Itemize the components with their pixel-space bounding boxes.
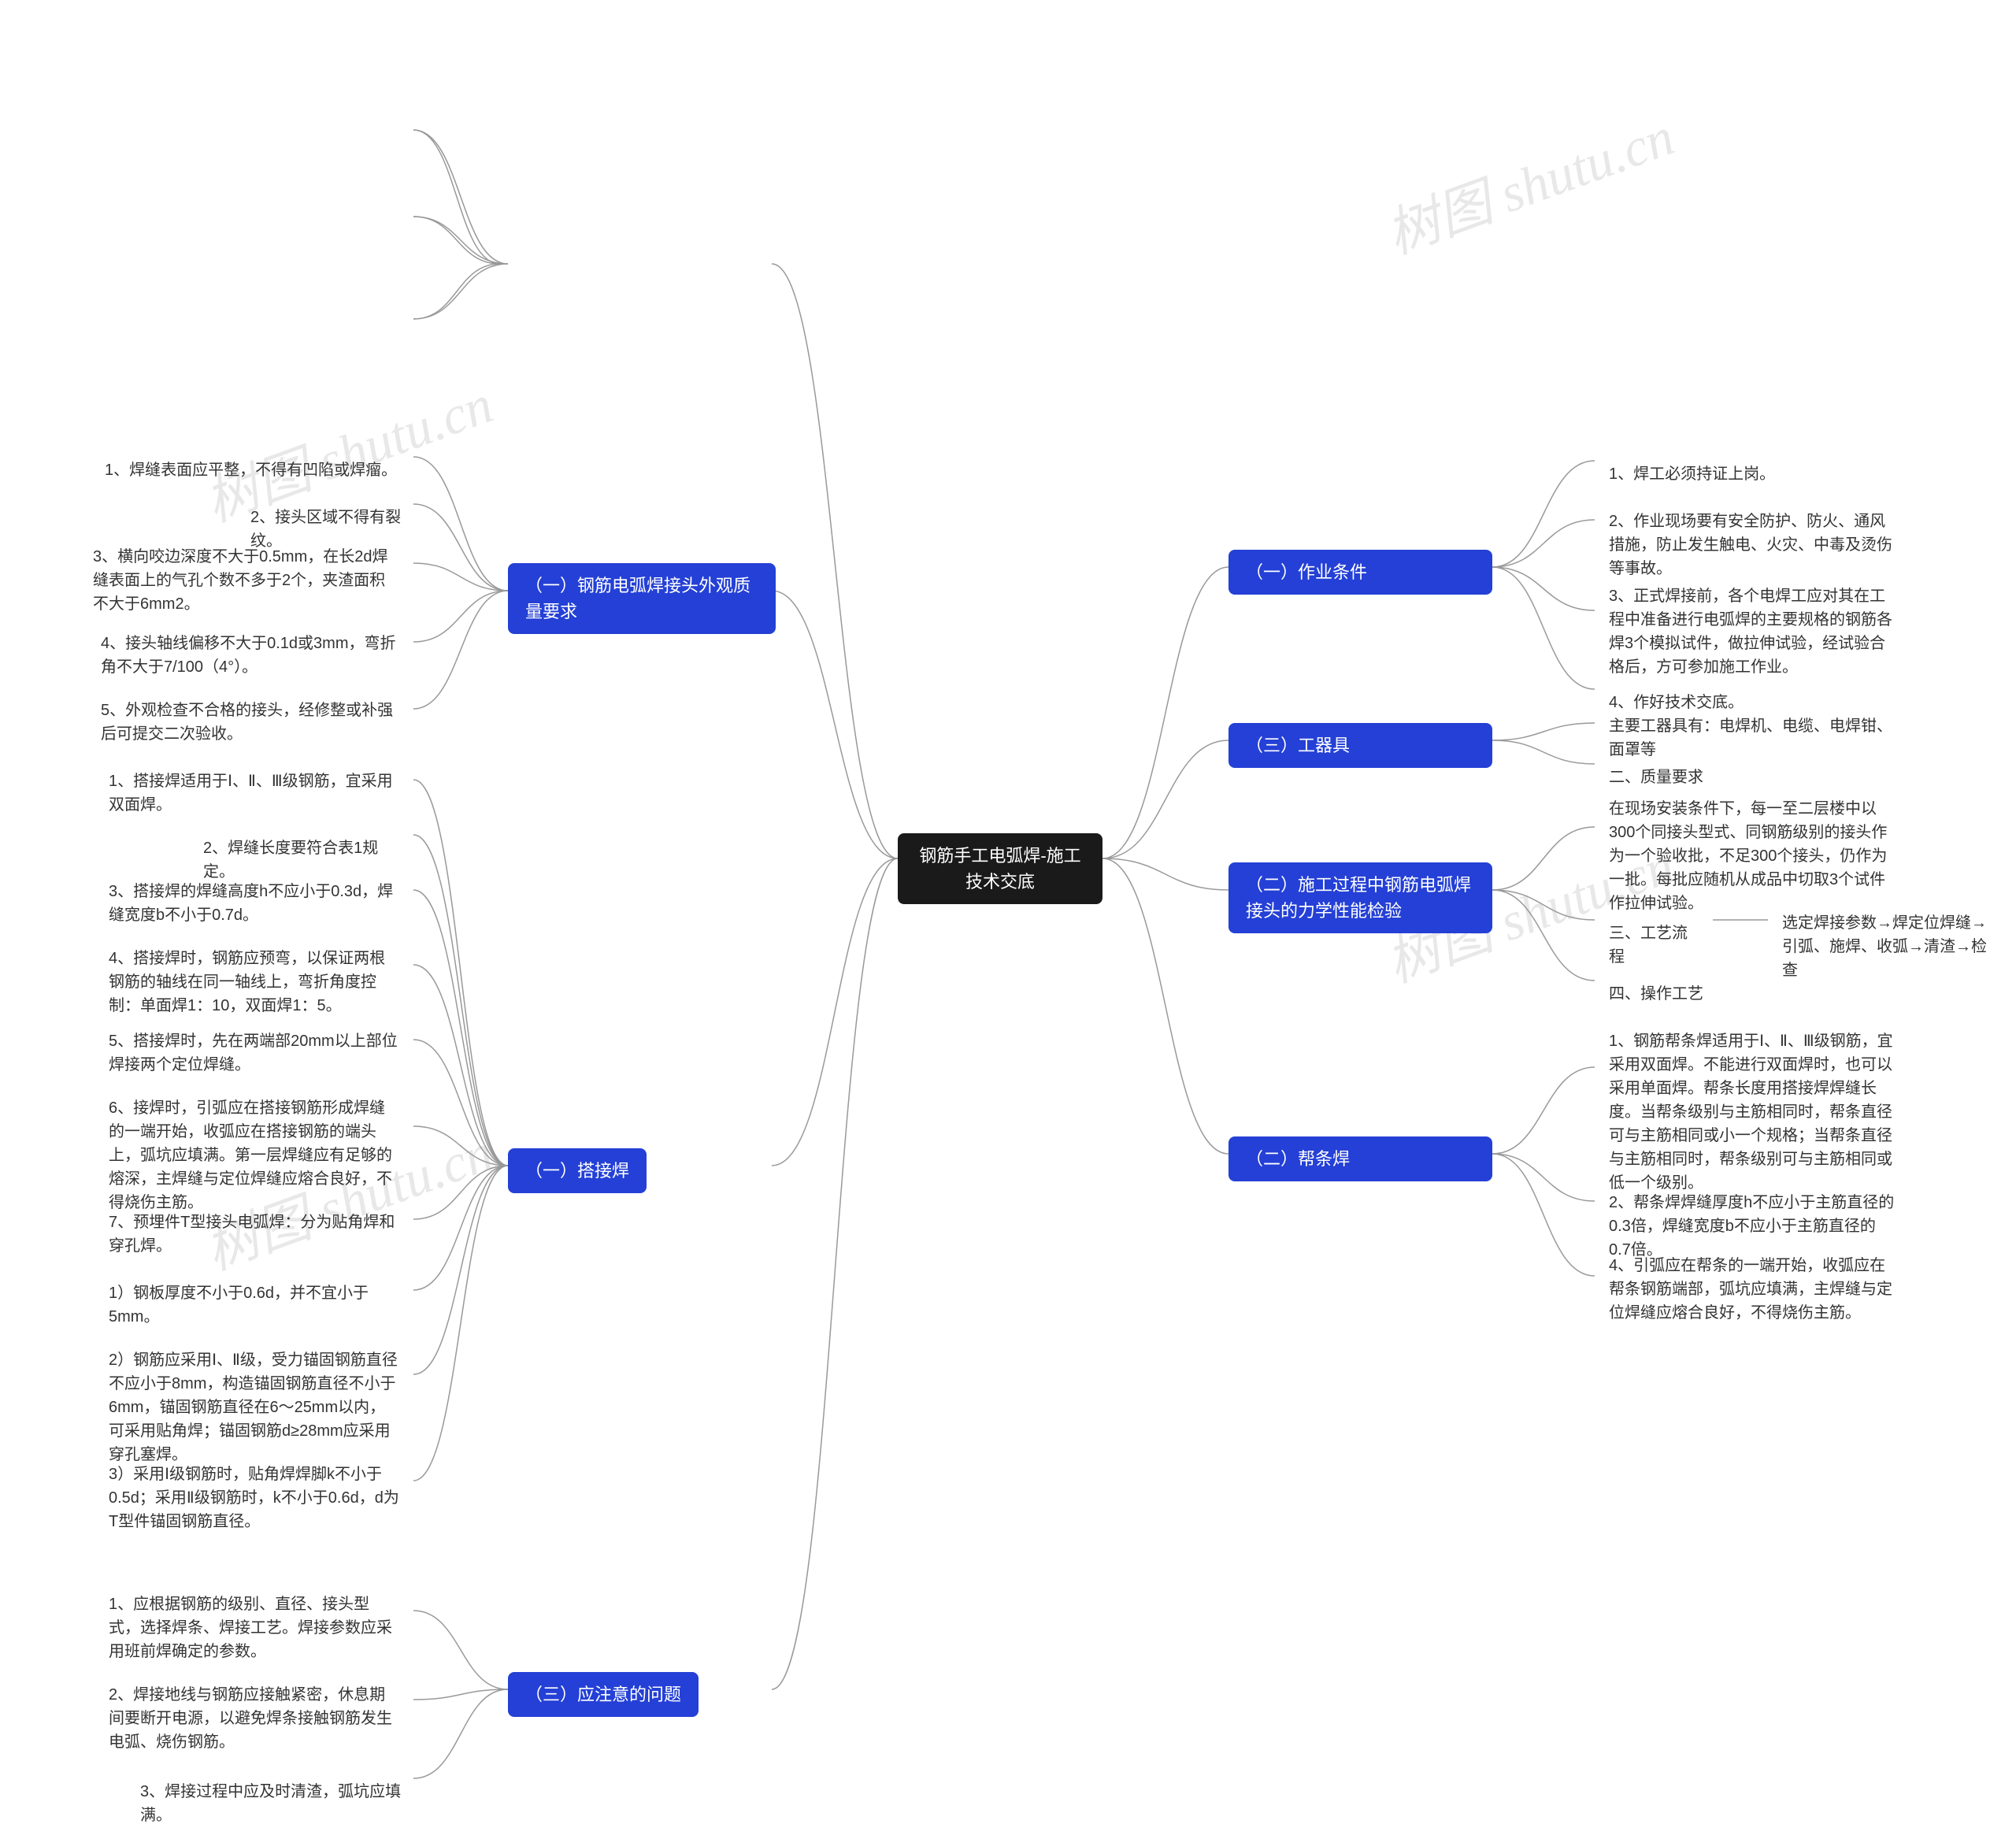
leaf: 5、外观检查不合格的接头，经修整或补强后可提交二次验收。 [87, 689, 413, 755]
leaf: 三、工艺流程 [1595, 912, 1705, 978]
leaf: 3）采用Ⅰ级钢筋时，贴角焊焊脚k不小于0.5d；采用Ⅱ级钢筋时，k不小于0.6d… [94, 1453, 413, 1543]
leaf: 1、应根据钢筋的级别、直径、接头型式，选择焊条、焊接工艺。焊接参数应采用班前焊确… [94, 1583, 413, 1673]
leaf: 1）钢板厚度不小于0.6d，并不宜小于5mm。 [94, 1272, 413, 1338]
root-node: 钢筋手工电弧焊-施工技术交底 [898, 833, 1102, 904]
leaf: 4、搭接焊时，钢筋应预弯，以保证两根钢筋的轴线在同一轴线上，弯折角度控制：单面焊… [94, 937, 413, 1027]
watermark: 树图 shutu.cn [1374, 93, 1683, 269]
leaf: 5、搭接焊时，先在两端部20mm以上部位焊接两个定位焊缝。 [94, 1020, 413, 1086]
branch-l4: （三）应注意的问题 [508, 1672, 699, 1717]
leaf: 4、引弧应在帮条的一端开始，收弧应在帮条钢筋端部，弧坑应填满，主焊缝与定位焊缝应… [1595, 1244, 1910, 1334]
leaf: 4、接头轴线偏移不大于0.1d或3mm，弯折角不大于7/100（4°）。 [87, 622, 413, 688]
leaf: 1、搭接焊适用于Ⅰ、Ⅱ、Ⅲ级钢筋，宜采用双面焊。 [94, 760, 413, 826]
leaf: 1、焊缝表面应平整，不得有凹陷或焊瘤。 [91, 449, 411, 491]
leaf: 3、横向咬边深度不大于0.5mm，在长2d焊缝表面上的气孔个数不多于2个，夹渣面… [79, 536, 413, 625]
leaf: 3、正式焊接前，各个电焊工应对其在工程中准备进行电弧焊的主要规格的钢筋各焊3个模… [1595, 575, 1910, 688]
leaf: 7、预埋件T型接头电弧焊：分为贴角焊和穿孔焊。 [94, 1201, 413, 1267]
branch-r1: （一）作业条件 [1228, 550, 1492, 595]
leaf: 1、钢筋帮条焊适用于Ⅰ、Ⅱ、Ⅲ级钢筋，宜采用双面焊。不能进行双面焊时，也可以采用… [1595, 1020, 1910, 1204]
leaf: 1、焊工必须持证上岗。 [1595, 453, 1789, 495]
branch-l3: （一）搭接焊 [508, 1148, 647, 1193]
branch-r3: （二）施工过程中钢筋电弧焊接头的力学性能检验 [1228, 862, 1492, 933]
leaf: 选定焊接参数→焊定位焊缝→引弧、施焊、收弧→清渣→检查 [1768, 902, 2004, 992]
branch-r4: （二）帮条焊 [1228, 1136, 1492, 1181]
leaf: 3、搭接焊的焊缝高度h不应小于0.3d，焊缝宽度b不小于0.7d。 [94, 870, 413, 936]
leaf: 2、焊接地线与钢筋应接触紧密，休息期间要断开电源，以避免焊条接触钢筋发生电弧、烧… [94, 1674, 413, 1763]
leaf: 四、操作工艺 [1595, 973, 1718, 1015]
leaf: 3、焊接过程中应及时清渣，弧坑应填满。 [126, 1770, 425, 1837]
branch-r2: （三）工器具 [1228, 723, 1492, 768]
branch-l2: （一）钢筋电弧焊接头外观质量要求 [508, 563, 776, 634]
